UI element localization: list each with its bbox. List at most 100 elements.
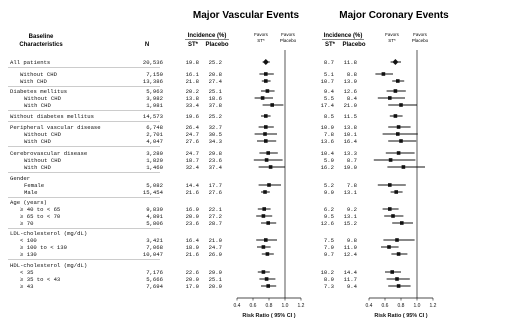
forest-plots: 0.4 0.6 0.8 1.0 1.2 0.4 0.6 0.8 1.0 1.2 [234,50,437,309]
point-estimate-coronary [388,96,392,100]
row-placebo-vascular: 29.9 [209,269,222,276]
x-tick-label-vascular: 1.2 [298,303,305,309]
row-st-coronary: 10.2 [321,269,334,276]
row-placebo-coronary: 11.5 [344,113,357,120]
row-placebo-coronary: 14.4 [344,269,358,276]
row-n: 1,981 [146,102,163,109]
panel-title-coronary: Major Coronary Events [339,10,449,21]
row-placebo-vascular: 18.6 [209,95,222,102]
row-st-vascular: 21.8 [186,78,199,85]
row-placebo-coronary: 12.6 [344,88,357,95]
row-placebo-vascular: 30.5 [209,131,222,138]
point-estimate-vascular [268,165,273,169]
row-n: 3,421 [146,237,163,244]
row-label: Diabetes mellitus [10,88,67,95]
row-st-vascular: 22.6 [186,269,199,276]
point-estimate-vascular [270,103,274,107]
row-st-coronary: 8.7 [324,59,334,66]
row-label: Male [24,189,37,196]
point-estimate-vascular [264,114,268,118]
row-placebo-vascular: 37.4 [209,164,223,171]
row-n: 5,082 [146,182,163,189]
point-estimate-coronary [393,89,398,93]
row-n: 4,891 [146,213,163,220]
row-placebo-vascular: 27.6 [209,189,222,196]
row-placebo-vascular: 23.6 [209,157,222,164]
point-estimate-vascular [264,277,269,281]
row-n: 10,047 [143,251,163,258]
row-st-coronary: 9.7 [324,251,334,258]
point-estimate-coronary [396,151,401,155]
point-estimate-coronary [400,221,404,225]
row-placebo-coronary: 11.8 [344,59,357,66]
point-estimate-vascular [261,270,266,274]
baseline-header-line2: Characteristics [19,42,63,48]
row-n: 3,280 [146,150,163,157]
x-tick-label-coronary: 1.2 [430,303,437,309]
point-estimate-coronary [393,114,398,118]
placebo-header-coronary: Placebo [342,42,365,48]
row-placebo-vascular: 27.4 [209,78,223,85]
row-st-coronary: 17.4 [321,102,335,109]
axis-label-vascular: Risk Ratio ( 95% CI ) [242,313,295,319]
row-placebo-coronary: 10.1 [344,131,358,138]
row-label: ≥ 40 to < 65 [20,206,60,213]
row-st-coronary: 6.2 [324,206,334,213]
point-estimate-vascular [264,139,268,143]
row-st-vascular: 20.0 [186,276,200,283]
x-tick-label-vascular: 0.4 [234,303,241,309]
point-estimate-vascular [261,214,266,218]
row-st-coronary: 5.5 [324,95,334,102]
row-st-vascular: 16.9 [186,206,199,213]
row-n: 1,460 [146,164,163,171]
row-st-vascular: 32.4 [186,164,200,171]
placebo-header-vascular: Placebo [205,42,228,48]
row-placebo-vascular: 21.0 [209,237,223,244]
row-placebo-vascular: 25.2 [209,59,222,66]
row-st-coronary: 12.6 [321,220,334,227]
point-estimate-vascular [261,245,266,249]
row-st-coronary: 9.9 [324,189,334,196]
row-label: ≥ 70 [20,220,34,227]
point-estimate-vascular [267,183,271,187]
row-st-coronary: 9.5 [324,213,334,220]
row-st-coronary: 10.7 [321,78,334,85]
row-n: 2,701 [146,131,163,138]
row-label: ≥ 65 to < 70 [20,213,61,220]
row-st-coronary: 5.1 [324,71,335,78]
point-estimate-coronary [399,139,403,143]
row-st-vascular: 16.1 [186,71,200,78]
row-st-coronary: 7.9 [324,244,334,251]
point-estimate-coronary [395,277,399,281]
favors-placebo-vascular-1: Favors [281,32,296,37]
row-placebo-coronary: 19.0 [344,164,358,171]
point-estimate-vascular [263,132,267,136]
row-st-vascular: 18.9 [186,244,199,251]
row-placebo-vascular: 28.7 [209,220,222,227]
row-st-coronary: 5.9 [324,157,334,164]
row-n: 5,806 [146,220,163,227]
point-estimate-vascular [260,96,265,100]
row-placebo-coronary: 16.4 [344,138,358,145]
favors-st-coronary-2: ST* [388,38,396,43]
x-tick-label-vascular: 1.0 [282,303,289,309]
row-label: ≥ 130 [20,251,37,258]
point-estimate-vascular [264,238,268,242]
row-st-coronary: 10.9 [321,124,334,131]
row-placebo-coronary: 8.8 [347,71,357,78]
x-tick-label-coronary: 0.8 [398,303,405,309]
row-placebo-coronary: 21.0 [344,102,358,109]
point-estimate-coronary [381,72,386,76]
point-estimate-coronary [396,132,400,136]
axis-label-coronary: Risk Ratio ( 95% CI ) [374,313,427,319]
row-placebo-coronary: 13.9 [344,78,357,85]
row-n: 5,963 [146,88,163,95]
point-estimate-vascular [262,207,266,211]
row-placebo-vascular: 25.1 [209,88,223,95]
row-placebo-coronary: 8.4 [347,95,358,102]
point-estimate-vascular [264,125,268,129]
row-st-vascular: 13.8 [186,95,199,102]
row-label: Cerebrovascular disease [10,150,87,157]
row-n: 7,694 [146,283,163,290]
